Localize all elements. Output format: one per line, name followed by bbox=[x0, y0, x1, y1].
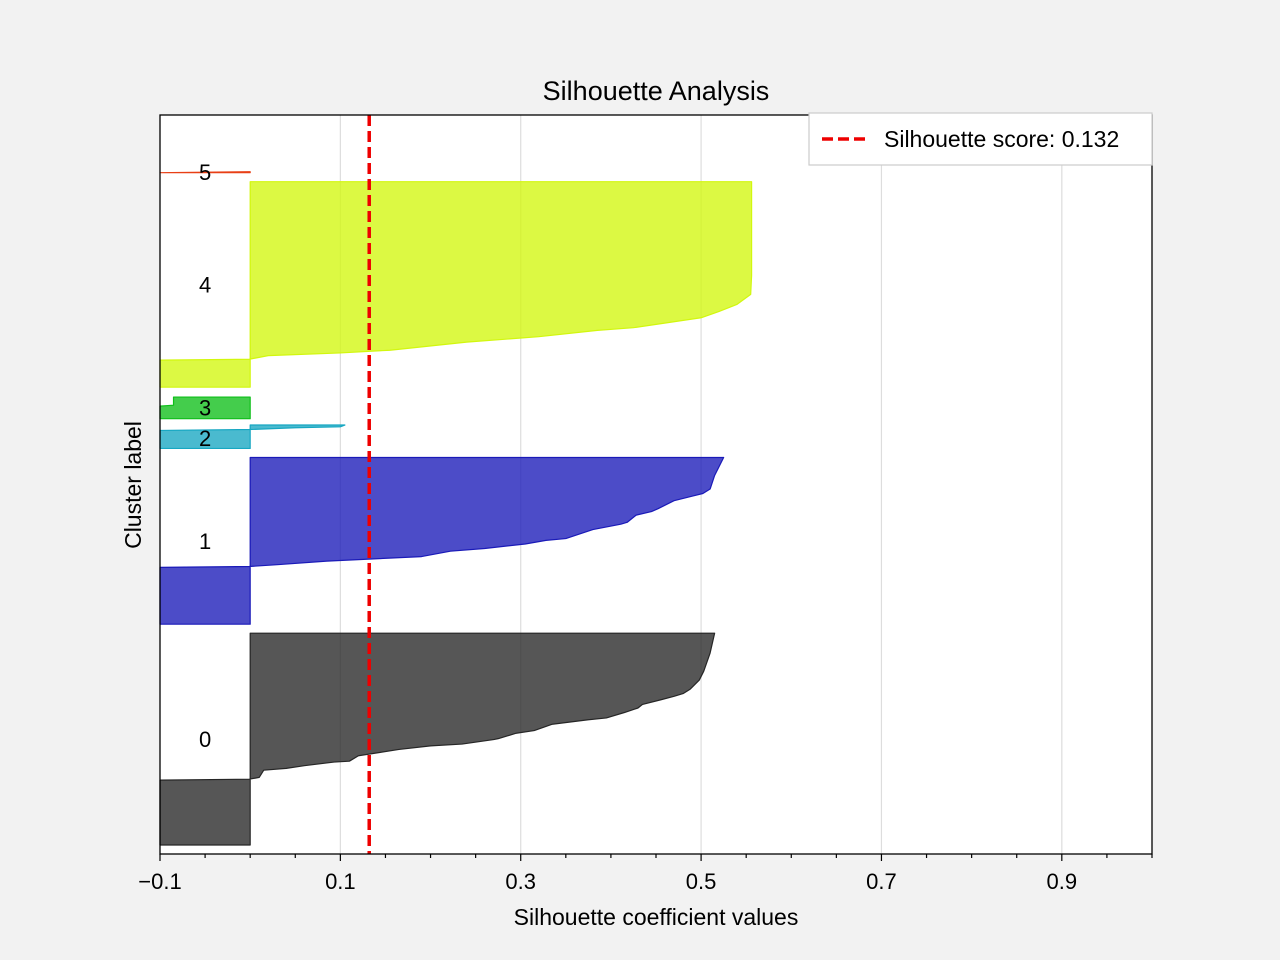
x-axis-label: Silhouette coefficient values bbox=[514, 904, 799, 930]
cluster-1-silhouette bbox=[159, 456, 725, 625]
x-tick-label: −0.1 bbox=[138, 869, 181, 894]
cluster-labels: 0 1 2 3 4 5 bbox=[199, 160, 211, 752]
x-tick-label: 0.5 bbox=[686, 869, 717, 894]
cluster-label-1: 1 bbox=[199, 529, 211, 554]
cluster-4-silhouette bbox=[159, 181, 753, 388]
cluster-areas bbox=[159, 171, 753, 846]
cluster-5-silhouette bbox=[159, 171, 251, 174]
cluster-label-5: 5 bbox=[199, 160, 211, 185]
chart-title: Silhouette Analysis bbox=[543, 76, 770, 106]
cluster-label-4: 4 bbox=[199, 272, 211, 297]
x-tick-label: 0.9 bbox=[1047, 869, 1078, 894]
cluster-label-3: 3 bbox=[199, 395, 211, 420]
legend: Silhouette score: 0.132 bbox=[808, 112, 1153, 166]
cluster-label-0: 0 bbox=[199, 727, 211, 752]
x-axis-ticks: −0.1 0.1 0.3 0.5 0.7 0.9 bbox=[138, 854, 1153, 894]
x-tick-label: 0.1 bbox=[325, 869, 356, 894]
y-axis-label: Cluster label bbox=[120, 421, 146, 549]
cluster-0-silhouette bbox=[159, 632, 716, 846]
legend-box bbox=[808, 112, 1153, 166]
legend-entry-label: Silhouette score: 0.132 bbox=[884, 126, 1119, 152]
x-tick-label: 0.3 bbox=[505, 869, 536, 894]
x-tick-label: 0.7 bbox=[866, 869, 897, 894]
cluster-label-2: 2 bbox=[199, 426, 211, 451]
